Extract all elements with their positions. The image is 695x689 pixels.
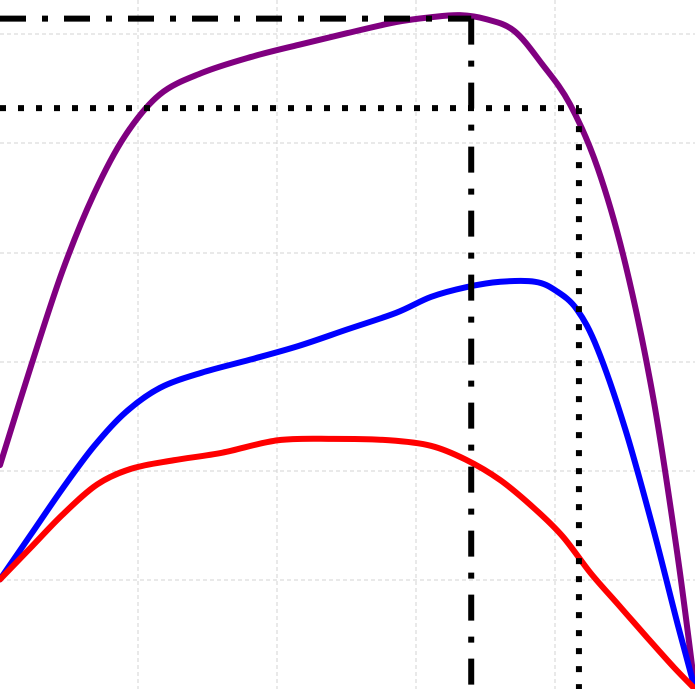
series-line-red: [0, 435, 695, 689]
series-line-blue: [0, 277, 695, 689]
reference-lines: [0, 15, 582, 689]
